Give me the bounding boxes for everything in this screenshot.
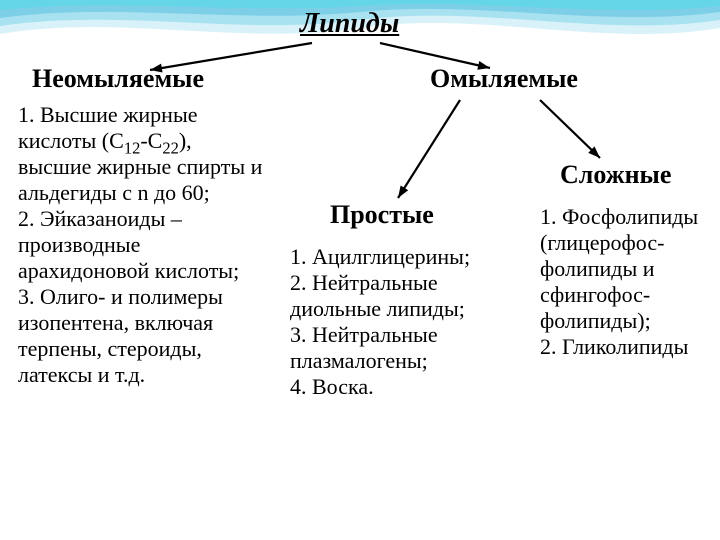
slozhnye-body: 1. Фосфолипиды (глицерофос-фолипиды и сф… [540, 204, 718, 360]
arrow-omyl-prostye [398, 100, 460, 198]
node-neomyl: Неомыляемые [32, 64, 204, 94]
arrowhead-omyl-slozhnye [588, 146, 600, 158]
prostye-body: 1. Ацилглицерины;2. Нейтральные диольные… [290, 244, 510, 400]
node-root: Липиды [300, 8, 399, 40]
arrowhead-omyl-prostye [398, 185, 408, 198]
neomyl-body: 1. Высшие жирные кислоты (С12-С22), высш… [18, 102, 263, 387]
slide: Липиды Неомыляемые Омыляемые Простые Сло… [0, 0, 720, 540]
arrow-omyl-slozhnye [540, 100, 600, 158]
node-omyl: Омыляемые [430, 64, 578, 94]
node-prostye: Простые [330, 200, 434, 230]
node-slozhnye: Сложные [560, 160, 671, 190]
